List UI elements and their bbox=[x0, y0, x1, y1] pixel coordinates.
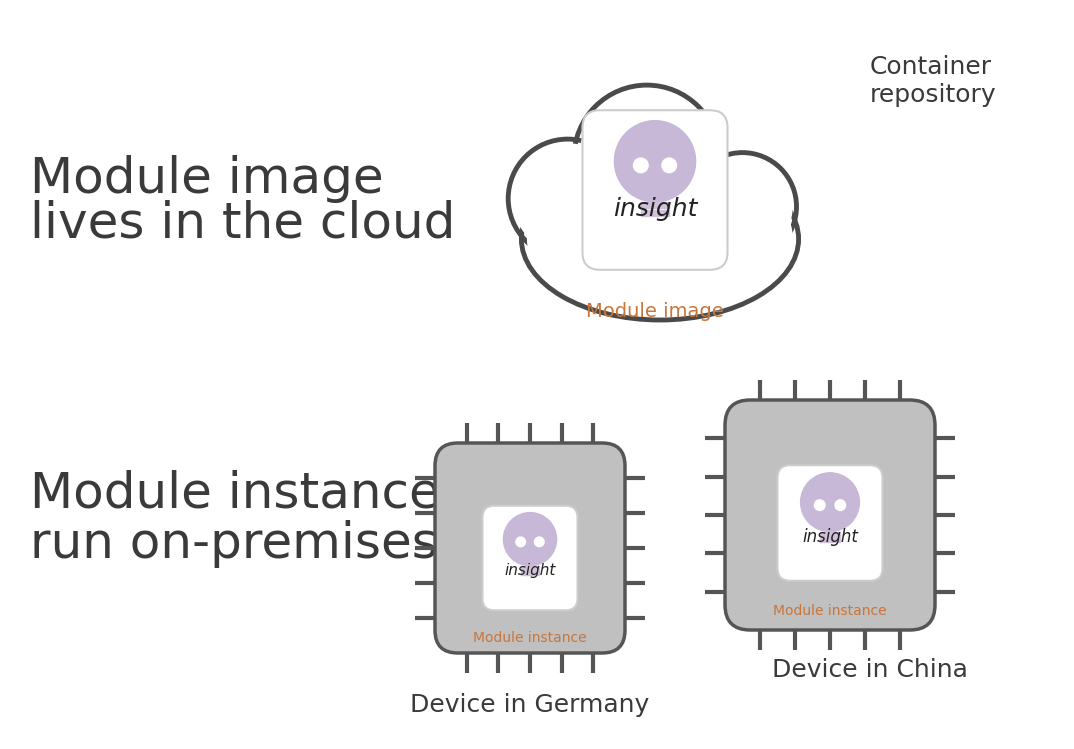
FancyBboxPatch shape bbox=[725, 400, 935, 630]
Text: Container: Container bbox=[870, 55, 992, 79]
Circle shape bbox=[634, 158, 648, 173]
Ellipse shape bbox=[527, 161, 793, 317]
Circle shape bbox=[579, 90, 714, 225]
Circle shape bbox=[614, 121, 696, 202]
FancyBboxPatch shape bbox=[582, 110, 727, 270]
FancyBboxPatch shape bbox=[482, 506, 578, 610]
Circle shape bbox=[535, 537, 545, 547]
Ellipse shape bbox=[521, 158, 799, 320]
Bar bbox=[819, 537, 840, 542]
FancyBboxPatch shape bbox=[435, 443, 625, 653]
Text: Module image: Module image bbox=[586, 302, 724, 321]
Circle shape bbox=[508, 139, 627, 258]
Circle shape bbox=[834, 500, 845, 510]
Circle shape bbox=[512, 143, 623, 254]
Text: Module instances: Module instances bbox=[30, 470, 466, 518]
Circle shape bbox=[574, 85, 720, 231]
Text: Device in China: Device in China bbox=[772, 658, 968, 682]
Circle shape bbox=[504, 512, 556, 565]
Text: Module instance: Module instance bbox=[474, 631, 586, 645]
Circle shape bbox=[693, 157, 793, 257]
Bar bbox=[641, 202, 669, 208]
Text: insight: insight bbox=[802, 528, 858, 546]
Bar bbox=[521, 571, 539, 575]
Circle shape bbox=[662, 158, 677, 173]
Bar bbox=[521, 565, 539, 570]
Text: run on-premises: run on-premises bbox=[30, 520, 438, 568]
Text: Device in Germany: Device in Germany bbox=[410, 693, 650, 717]
Circle shape bbox=[800, 473, 859, 532]
Bar bbox=[641, 210, 669, 216]
Bar bbox=[819, 532, 840, 536]
FancyBboxPatch shape bbox=[778, 465, 883, 580]
Text: repository: repository bbox=[870, 83, 997, 107]
Circle shape bbox=[814, 500, 825, 510]
Text: lives in the cloud: lives in the cloud bbox=[30, 200, 455, 248]
Text: Module image: Module image bbox=[30, 155, 383, 203]
Circle shape bbox=[516, 537, 525, 547]
Text: Module instance: Module instance bbox=[773, 604, 887, 618]
Text: insight: insight bbox=[505, 563, 555, 578]
Text: insight: insight bbox=[613, 197, 697, 221]
Circle shape bbox=[688, 153, 797, 261]
